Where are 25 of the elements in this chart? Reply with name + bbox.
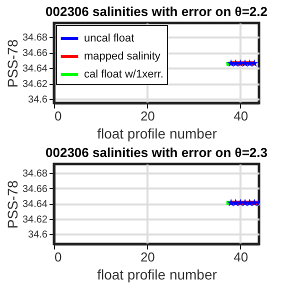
y-tick-label: 34.68 — [22, 168, 48, 180]
x-tick-label: 40 — [234, 108, 248, 124]
y-axis-title: PSS-78 — [4, 180, 20, 229]
y-tick-label: 34.66 — [22, 48, 48, 60]
x-tick-label: 0 — [54, 108, 62, 124]
legend-label: mapped salinity — [84, 50, 161, 62]
x-axis-title: float profile number — [97, 126, 218, 142]
y-tick-label: 34.6 — [28, 230, 48, 241]
x-tick-label: 0 — [54, 250, 62, 264]
y-tick-label: 34.68 — [22, 32, 48, 44]
legend-label: cal float w/1xerr. — [84, 68, 164, 80]
legend-label: uncal float — [84, 32, 134, 44]
y-tick-label: 34.62 — [22, 214, 48, 226]
chart-title: 002306 salinities with error on θ=2.3 — [46, 145, 268, 160]
y-tick-label: 34.62 — [22, 79, 48, 90]
x-tick-label: 20 — [140, 250, 155, 264]
y-axis-title: PSS-78 — [4, 39, 20, 88]
x-tick-label: 40 — [234, 250, 248, 264]
x-tick-label: 20 — [140, 108, 155, 124]
y-tick-label: 34.64 — [22, 64, 48, 75]
chart-title: 002306 salinities with error on θ=2.2 — [46, 4, 268, 19]
x-axis-title: float profile number — [97, 266, 218, 282]
y-tick-label: 34.66 — [22, 184, 48, 195]
y-tick-label: 34.6 — [28, 94, 48, 106]
y-tick-label: 34.64 — [22, 199, 48, 210]
